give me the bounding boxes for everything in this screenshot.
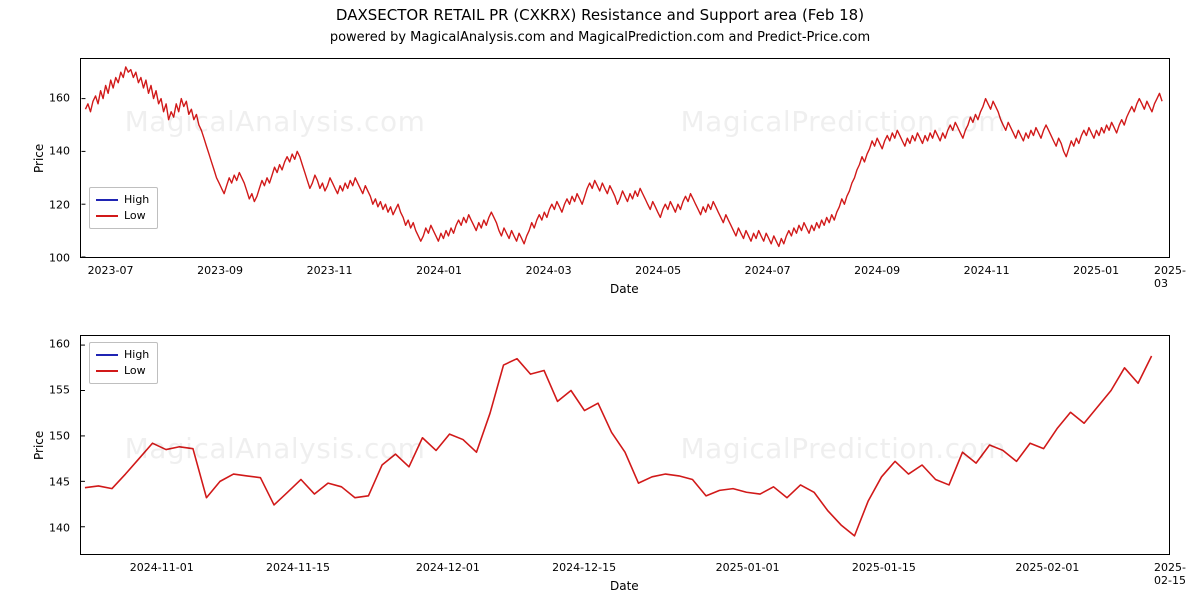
y-tick-label: 160: [40, 338, 70, 351]
legend-item-high: High: [96, 347, 149, 363]
bottom-chart-svg: [81, 336, 1169, 554]
legend-swatch: [96, 370, 118, 372]
legend-label: High: [124, 192, 149, 208]
x-tick-label: 2025-03: [1154, 264, 1186, 290]
legend-swatch: [96, 199, 118, 201]
y-tick-label: 150: [40, 429, 70, 442]
x-tick-label: 2025-02-15: [1154, 561, 1186, 587]
x-tick-label: 2024-03: [526, 264, 572, 277]
y-tick-label: 100: [40, 252, 70, 265]
y-tick-label: 155: [40, 384, 70, 397]
top-chart-svg: [81, 59, 1169, 257]
chart-legend: High Low: [89, 342, 158, 384]
x-tick-label: 2024-05: [635, 264, 681, 277]
bottom-chart-panel: MagicalAnalysis.com MagicalPrediction.co…: [80, 335, 1170, 555]
y-tick-label: 160: [40, 92, 70, 105]
y-tick-label: 140: [40, 145, 70, 158]
x-tick-label: 2023-07: [88, 264, 134, 277]
x-tick-label: 2025-01-01: [716, 561, 780, 574]
x-axis-label: Date: [610, 282, 639, 296]
y-tick-label: 120: [40, 198, 70, 211]
x-tick-label: 2024-11: [964, 264, 1010, 277]
x-tick-label: 2025-01-15: [852, 561, 916, 574]
x-tick-label: 2024-12-15: [552, 561, 616, 574]
x-tick-label: 2024-12-01: [416, 561, 480, 574]
figure: DAXSECTOR RETAIL PR (CXKRX) Resistance a…: [0, 0, 1200, 600]
chart-title: DAXSECTOR RETAIL PR (CXKRX) Resistance a…: [0, 6, 1200, 24]
chart-legend: High Low: [89, 187, 158, 229]
legend-item-low: Low: [96, 363, 149, 379]
legend-label: Low: [124, 208, 146, 224]
bottom-chart-plot-area: MagicalAnalysis.com MagicalPrediction.co…: [81, 336, 1169, 554]
x-tick-label: 2023-11: [307, 264, 353, 277]
legend-label: High: [124, 347, 149, 363]
y-tick-label: 145: [40, 475, 70, 488]
x-axis-label: Date: [610, 579, 639, 593]
x-tick-label: 2023-09: [197, 264, 243, 277]
legend-item-high: High: [96, 192, 149, 208]
top-chart-panel: MagicalAnalysis.com MagicalPrediction.co…: [80, 58, 1170, 258]
x-tick-label: 2024-01: [416, 264, 462, 277]
x-tick-label: 2024-09: [854, 264, 900, 277]
x-tick-label: 2024-11-01: [130, 561, 194, 574]
legend-label: Low: [124, 363, 146, 379]
x-tick-label: 2024-07: [745, 264, 791, 277]
x-tick-label: 2024-11-15: [266, 561, 330, 574]
legend-swatch: [96, 215, 118, 217]
x-tick-label: 2025-02-01: [1015, 561, 1079, 574]
x-tick-label: 2025-01: [1073, 264, 1119, 277]
legend-item-low: Low: [96, 208, 149, 224]
top-chart-plot-area: MagicalAnalysis.com MagicalPrediction.co…: [81, 59, 1169, 257]
y-tick-label: 140: [40, 521, 70, 534]
chart-subtitle: powered by MagicalAnalysis.com and Magic…: [0, 30, 1200, 45]
legend-swatch: [96, 354, 118, 356]
